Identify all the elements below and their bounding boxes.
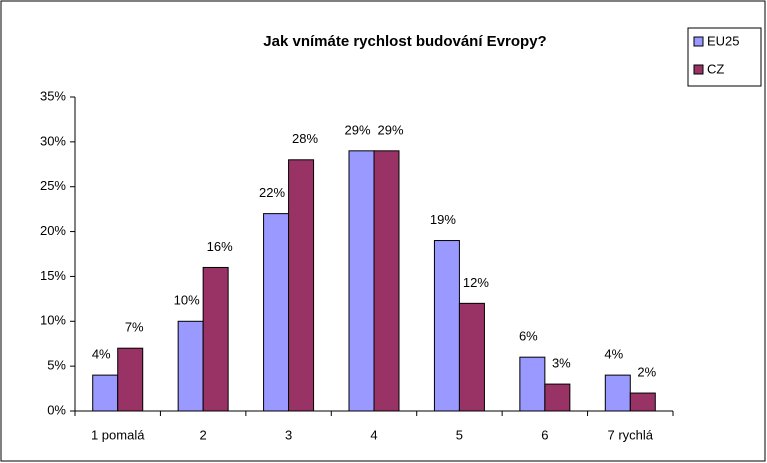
value-label: 28% [292, 131, 318, 146]
value-label: 4% [92, 347, 111, 362]
value-label: 7% [125, 320, 144, 335]
value-label: 16% [207, 239, 233, 254]
y-tick-label: 20% [40, 223, 66, 238]
y-tick-label: 10% [40, 313, 66, 328]
x-tick-label: 2 [200, 427, 207, 442]
value-label: 29% [344, 122, 370, 137]
value-label: 6% [519, 329, 538, 344]
y-tick-label: 5% [47, 358, 66, 373]
bar [263, 213, 290, 412]
legend-label: CZ [707, 61, 724, 76]
y-tick-label: 0% [47, 402, 66, 417]
x-tick-label: 4 [370, 427, 377, 442]
x-tick-label: 1 pomalá [91, 427, 145, 442]
y-tick-label: 15% [40, 268, 66, 283]
bar [604, 374, 631, 412]
value-label: 4% [604, 347, 623, 362]
value-label: 3% [552, 356, 571, 371]
bar [92, 374, 119, 412]
value-label: 2% [637, 364, 656, 379]
value-label: 10% [174, 293, 200, 308]
x-tick-label: 7 rychlá [608, 427, 654, 442]
chart-title: Jak vnímáte rychlost budování Evropy? [263, 33, 546, 50]
value-label: 29% [377, 122, 403, 137]
legend-label: EU25 [707, 33, 740, 48]
y-tick-label: 30% [40, 133, 66, 148]
y-tick-label: 25% [40, 178, 66, 193]
bar [629, 392, 656, 412]
x-tick-label: 5 [456, 427, 463, 442]
bar [544, 383, 571, 412]
bar [177, 320, 204, 412]
bar [519, 356, 546, 412]
bar [458, 302, 485, 412]
bar [117, 347, 144, 412]
bar [202, 266, 229, 412]
legend-swatch [693, 36, 704, 47]
value-label: 22% [259, 185, 285, 200]
x-tick-label: 6 [541, 427, 548, 442]
legend-swatch [693, 64, 704, 75]
bar [288, 159, 315, 412]
value-label: 12% [463, 275, 489, 290]
x-tick-label: 3 [285, 427, 292, 442]
bar [433, 240, 460, 412]
value-label: 19% [430, 212, 456, 227]
bar [348, 150, 375, 412]
y-tick-label: 35% [40, 88, 66, 103]
bar [373, 150, 400, 412]
